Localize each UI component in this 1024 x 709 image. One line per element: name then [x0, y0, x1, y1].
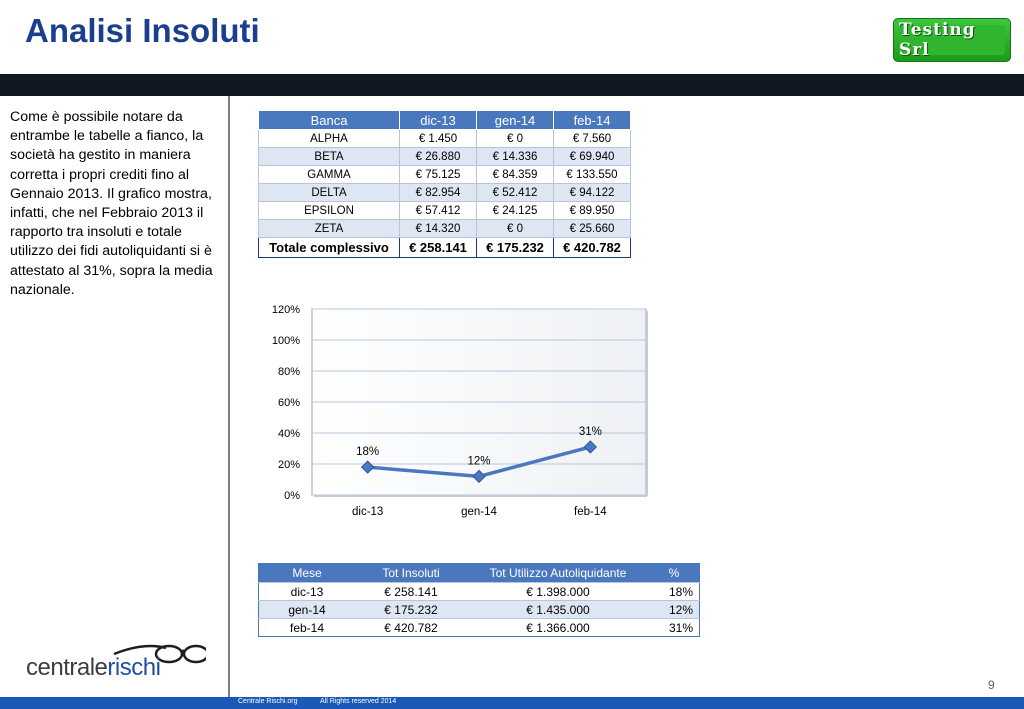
page-title: Analisi Insoluti — [25, 12, 260, 49]
table-cell: € 1.450 — [399, 129, 477, 148]
footer-site: Centrale Rischi.org — [238, 698, 298, 705]
table-row: EPSILON € 57.412 € 24.125 € 89.950 — [258, 201, 631, 220]
table-cell: € 57.412 — [399, 201, 477, 220]
brand-part-2: rischi — [107, 654, 161, 681]
bank-name: DELTA — [258, 183, 400, 202]
x-tick-label: dic-13 — [352, 506, 383, 518]
brand-part-1: centrale — [26, 654, 108, 681]
data-label: 31% — [579, 426, 602, 438]
banks-table: Banca dic-13 gen-14 feb-14 ALPHA € 1.450… — [258, 110, 631, 258]
table-cell: € 75.125 — [399, 165, 477, 184]
centralerischi-wordmark: centralerischi — [26, 654, 161, 682]
data-label: 12% — [467, 455, 490, 467]
total-label: Totale complessivo — [258, 237, 400, 258]
x-tick-label: gen-14 — [461, 506, 497, 518]
footer-rights: All Rights reserved 2014 — [320, 698, 397, 705]
table-row: GAMMA € 75.125 € 84.359 € 133.550 — [258, 165, 631, 184]
y-tick-label: 120% — [272, 304, 300, 316]
col-header-mese: Mese — [258, 563, 355, 583]
bank-name: EPSILON — [258, 201, 400, 220]
data-label: 18% — [356, 446, 379, 458]
logo-inner: Testing Srl — [899, 20, 1005, 60]
ratio-line-chart: 0% 20% 40% 60% 80% 100% 120% dic-13 gen-14 feb-14… — [272, 304, 648, 518]
month-cell: gen-14 — [258, 600, 355, 619]
monthly-summary-table: Mese Tot Insoluti Tot Utilizzo Autoliqui… — [258, 563, 700, 637]
glasses-lens-left — [154, 644, 184, 664]
table-cell: € 24.125 — [476, 201, 554, 220]
table-cell: € 14.320 — [399, 219, 477, 238]
table-cell: € 94.122 — [553, 183, 631, 202]
centralerischi-logo — [113, 644, 206, 664]
table-row: gen-14 € 175.232 € 1.435.000 12% — [258, 600, 700, 619]
table-cell: € 52.412 — [476, 183, 554, 202]
table-cell: € 26.880 — [399, 147, 477, 166]
table-cell: € 14.336 — [476, 147, 554, 166]
y-tick-label: 40% — [278, 428, 300, 440]
total-row: Totale complessivo € 258.141 € 175.232 €… — [258, 237, 631, 258]
total-cell: € 175.232 — [476, 237, 554, 258]
table-cell: € 175.232 — [355, 600, 467, 619]
table-cell: € 25.660 — [553, 219, 631, 238]
logo-text: Testing Srl — [899, 20, 976, 60]
bank-name: ALPHA — [258, 129, 400, 148]
table-cell: € 69.940 — [553, 147, 631, 166]
table-cell: € 89.950 — [553, 201, 631, 220]
glasses-bridge — [181, 649, 185, 653]
table-cell: € 1.435.000 — [467, 600, 649, 619]
month-cell: dic-13 — [258, 582, 355, 601]
bank-name: BETA — [258, 147, 400, 166]
x-tick-label: feb-14 — [574, 506, 607, 518]
col-header-tot-utilizzo: Tot Utilizzo Autoliquidante — [467, 563, 649, 583]
col-header-feb14: feb-14 — [553, 110, 631, 130]
table-row: DELTA € 82.954 € 52.412 € 94.122 — [258, 183, 631, 202]
table-row: ZETA € 14.320 € 0 € 25.660 — [258, 219, 631, 238]
table-row: feb-14 € 420.782 € 1.366.000 31% — [258, 618, 700, 637]
percent-cell: 18% — [649, 582, 700, 601]
table-header-row: Banca dic-13 gen-14 feb-14 — [258, 110, 631, 130]
footer-bar — [0, 697, 1024, 709]
table-cell: € 258.141 — [355, 582, 467, 601]
col-header-dic13: dic-13 — [399, 110, 477, 130]
y-tick-label: 20% — [278, 459, 300, 471]
table-cell: € 133.550 — [553, 165, 631, 184]
table-cell: € 1.366.000 — [467, 618, 649, 637]
table-cell: € 420.782 — [355, 618, 467, 637]
month-cell: feb-14 — [258, 618, 355, 637]
data-point — [583, 440, 598, 454]
glasses-lens-right — [182, 644, 206, 664]
col-header-percent: % — [649, 563, 700, 583]
table-cell: € 0 — [476, 129, 554, 148]
page-number: 9 — [988, 678, 995, 692]
table-cell: € 84.359 — [476, 165, 554, 184]
y-tick-label: 0% — [284, 490, 300, 502]
y-tick-label: 80% — [278, 366, 300, 378]
table-row: ALPHA € 1.450 € 0 € 7.560 — [258, 129, 631, 148]
data-point — [472, 469, 486, 484]
table-row: dic-13 € 258.141 € 1.398.000 18% — [258, 582, 700, 601]
bank-name: GAMMA — [258, 165, 400, 184]
col-header-banca: Banca — [258, 110, 400, 130]
y-tick-label: 60% — [278, 397, 300, 409]
table-cell: € 1.398.000 — [467, 582, 649, 601]
bank-name: ZETA — [258, 219, 400, 238]
col-header-tot-insoluti: Tot Insoluti — [355, 563, 467, 583]
testing-srl-logo: Testing Srl — [893, 18, 1011, 62]
table-cell: € 0 — [476, 219, 554, 238]
percent-cell: 12% — [649, 600, 700, 619]
table-header-row: Mese Tot Insoluti Tot Utilizzo Autoliqui… — [258, 563, 700, 583]
y-tick-label: 100% — [272, 335, 300, 347]
vertical-divider — [228, 96, 230, 700]
description-text: Come è possibile notare da entrambe le t… — [10, 109, 213, 298]
total-cell: € 258.141 — [399, 237, 477, 258]
table-cell: € 82.954 — [399, 183, 477, 202]
table-row: BETA € 26.880 € 14.336 € 69.940 — [258, 147, 631, 166]
col-header-gen14: gen-14 — [476, 110, 554, 130]
data-point — [360, 460, 375, 474]
header-bar — [0, 74, 1024, 96]
table-cell: € 7.560 — [553, 129, 631, 148]
percent-cell: 31% — [649, 618, 700, 637]
total-cell: € 420.782 — [553, 237, 631, 258]
